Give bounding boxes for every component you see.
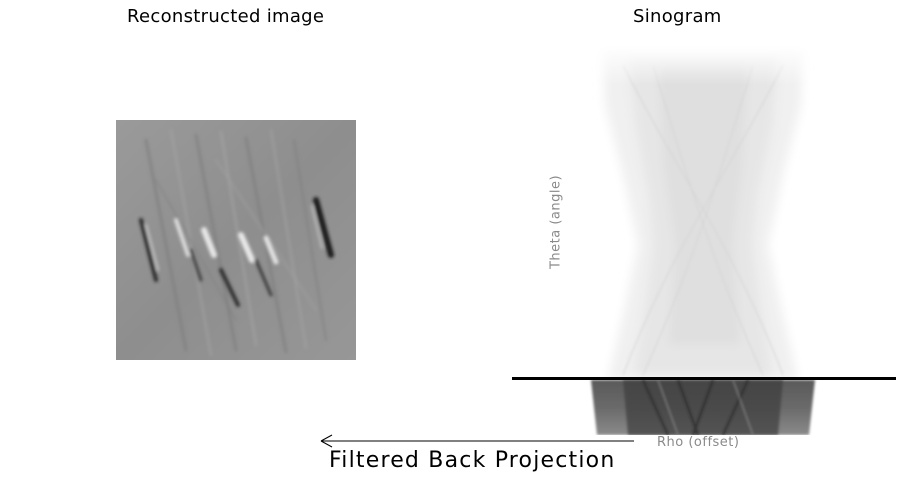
- reconstructed-image: [116, 120, 356, 360]
- rho-axis-label: Rho (offset): [657, 435, 740, 450]
- sinogram-image: [583, 45, 823, 435]
- scan-line: [512, 377, 896, 380]
- back-projection-arrow: [320, 434, 634, 448]
- reconstructed-image-title: Reconstructed image: [127, 6, 325, 27]
- sinogram-title: Sinogram: [633, 6, 722, 27]
- filtered-back-projection-label: Filtered Back Projection: [329, 448, 616, 473]
- theta-axis-label: Theta (angle): [548, 174, 564, 270]
